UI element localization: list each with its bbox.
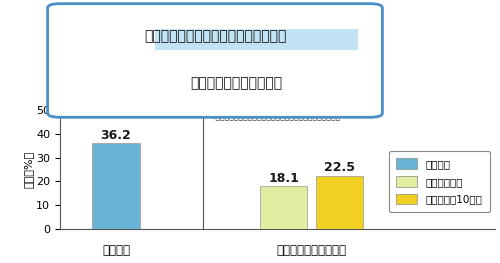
Bar — [316, 176, 364, 229]
Bar — [92, 143, 140, 229]
Text: 一般地域と情報通信産業特別地区との: 一般地域と情報通信産業特別地区との — [144, 29, 286, 43]
Text: 18.1: 18.1 — [268, 171, 299, 185]
Text: 情報通信産業特別地区: 情報通信産業特別地区 — [276, 244, 346, 257]
FancyBboxPatch shape — [154, 29, 358, 50]
Y-axis label: 税率（%）: 税率（%） — [24, 151, 34, 188]
Text: 22.5: 22.5 — [324, 161, 355, 174]
Text: ※記載している税率は免除等を最大に受けた場合の数値です。: ※記載している税率は免除等を最大に受けた場合の数値です。 — [209, 112, 340, 121]
Text: 法人課税の実効税率比較: 法人課税の実効税率比較 — [190, 77, 283, 91]
Legend: 一般地域, 設立後５年間, 設立後６〜10年間: 一般地域, 設立後５年間, 設立後６〜10年間 — [389, 151, 490, 212]
Text: 36.2: 36.2 — [100, 129, 132, 142]
Text: 一般地域: 一般地域 — [102, 244, 130, 257]
FancyBboxPatch shape — [48, 4, 382, 117]
Bar — [260, 186, 308, 229]
